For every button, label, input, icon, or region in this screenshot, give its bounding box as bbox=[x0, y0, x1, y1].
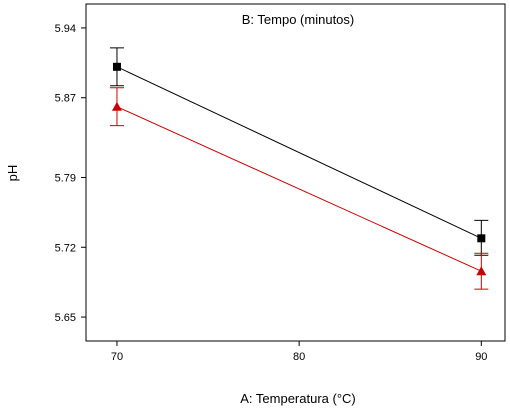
x-tick-label: 70 bbox=[111, 351, 123, 363]
y-tick-label: 5.94 bbox=[55, 23, 76, 35]
series-line bbox=[116, 106, 482, 272]
y-axis-title: pH bbox=[5, 165, 20, 182]
data-point-triangle bbox=[476, 266, 487, 276]
series-1 bbox=[109, 47, 489, 256]
y-tick-label: 5.65 bbox=[55, 312, 76, 324]
x-tick-label: 80 bbox=[293, 351, 305, 363]
plot-frame bbox=[85, 3, 506, 342]
y-tick-label: 5.79 bbox=[55, 172, 76, 184]
data-point-square bbox=[112, 62, 121, 71]
chart-title: B: Tempo (minutos) bbox=[242, 12, 354, 27]
series-group bbox=[109, 47, 489, 290]
series-2 bbox=[109, 87, 489, 290]
data-point-square bbox=[477, 234, 486, 243]
x-tick-label: 90 bbox=[475, 351, 487, 363]
y-tick-label: 5.87 bbox=[55, 93, 76, 105]
data-point-triangle bbox=[111, 101, 122, 111]
axis-ticks: 5.65 5.72 5.79 5.87 5.94 70 80 90 bbox=[55, 23, 488, 363]
y-tick-label: 5.72 bbox=[55, 242, 76, 254]
x-axis-title: A: Temperatura (°C) bbox=[240, 391, 356, 406]
series-line bbox=[116, 66, 482, 239]
